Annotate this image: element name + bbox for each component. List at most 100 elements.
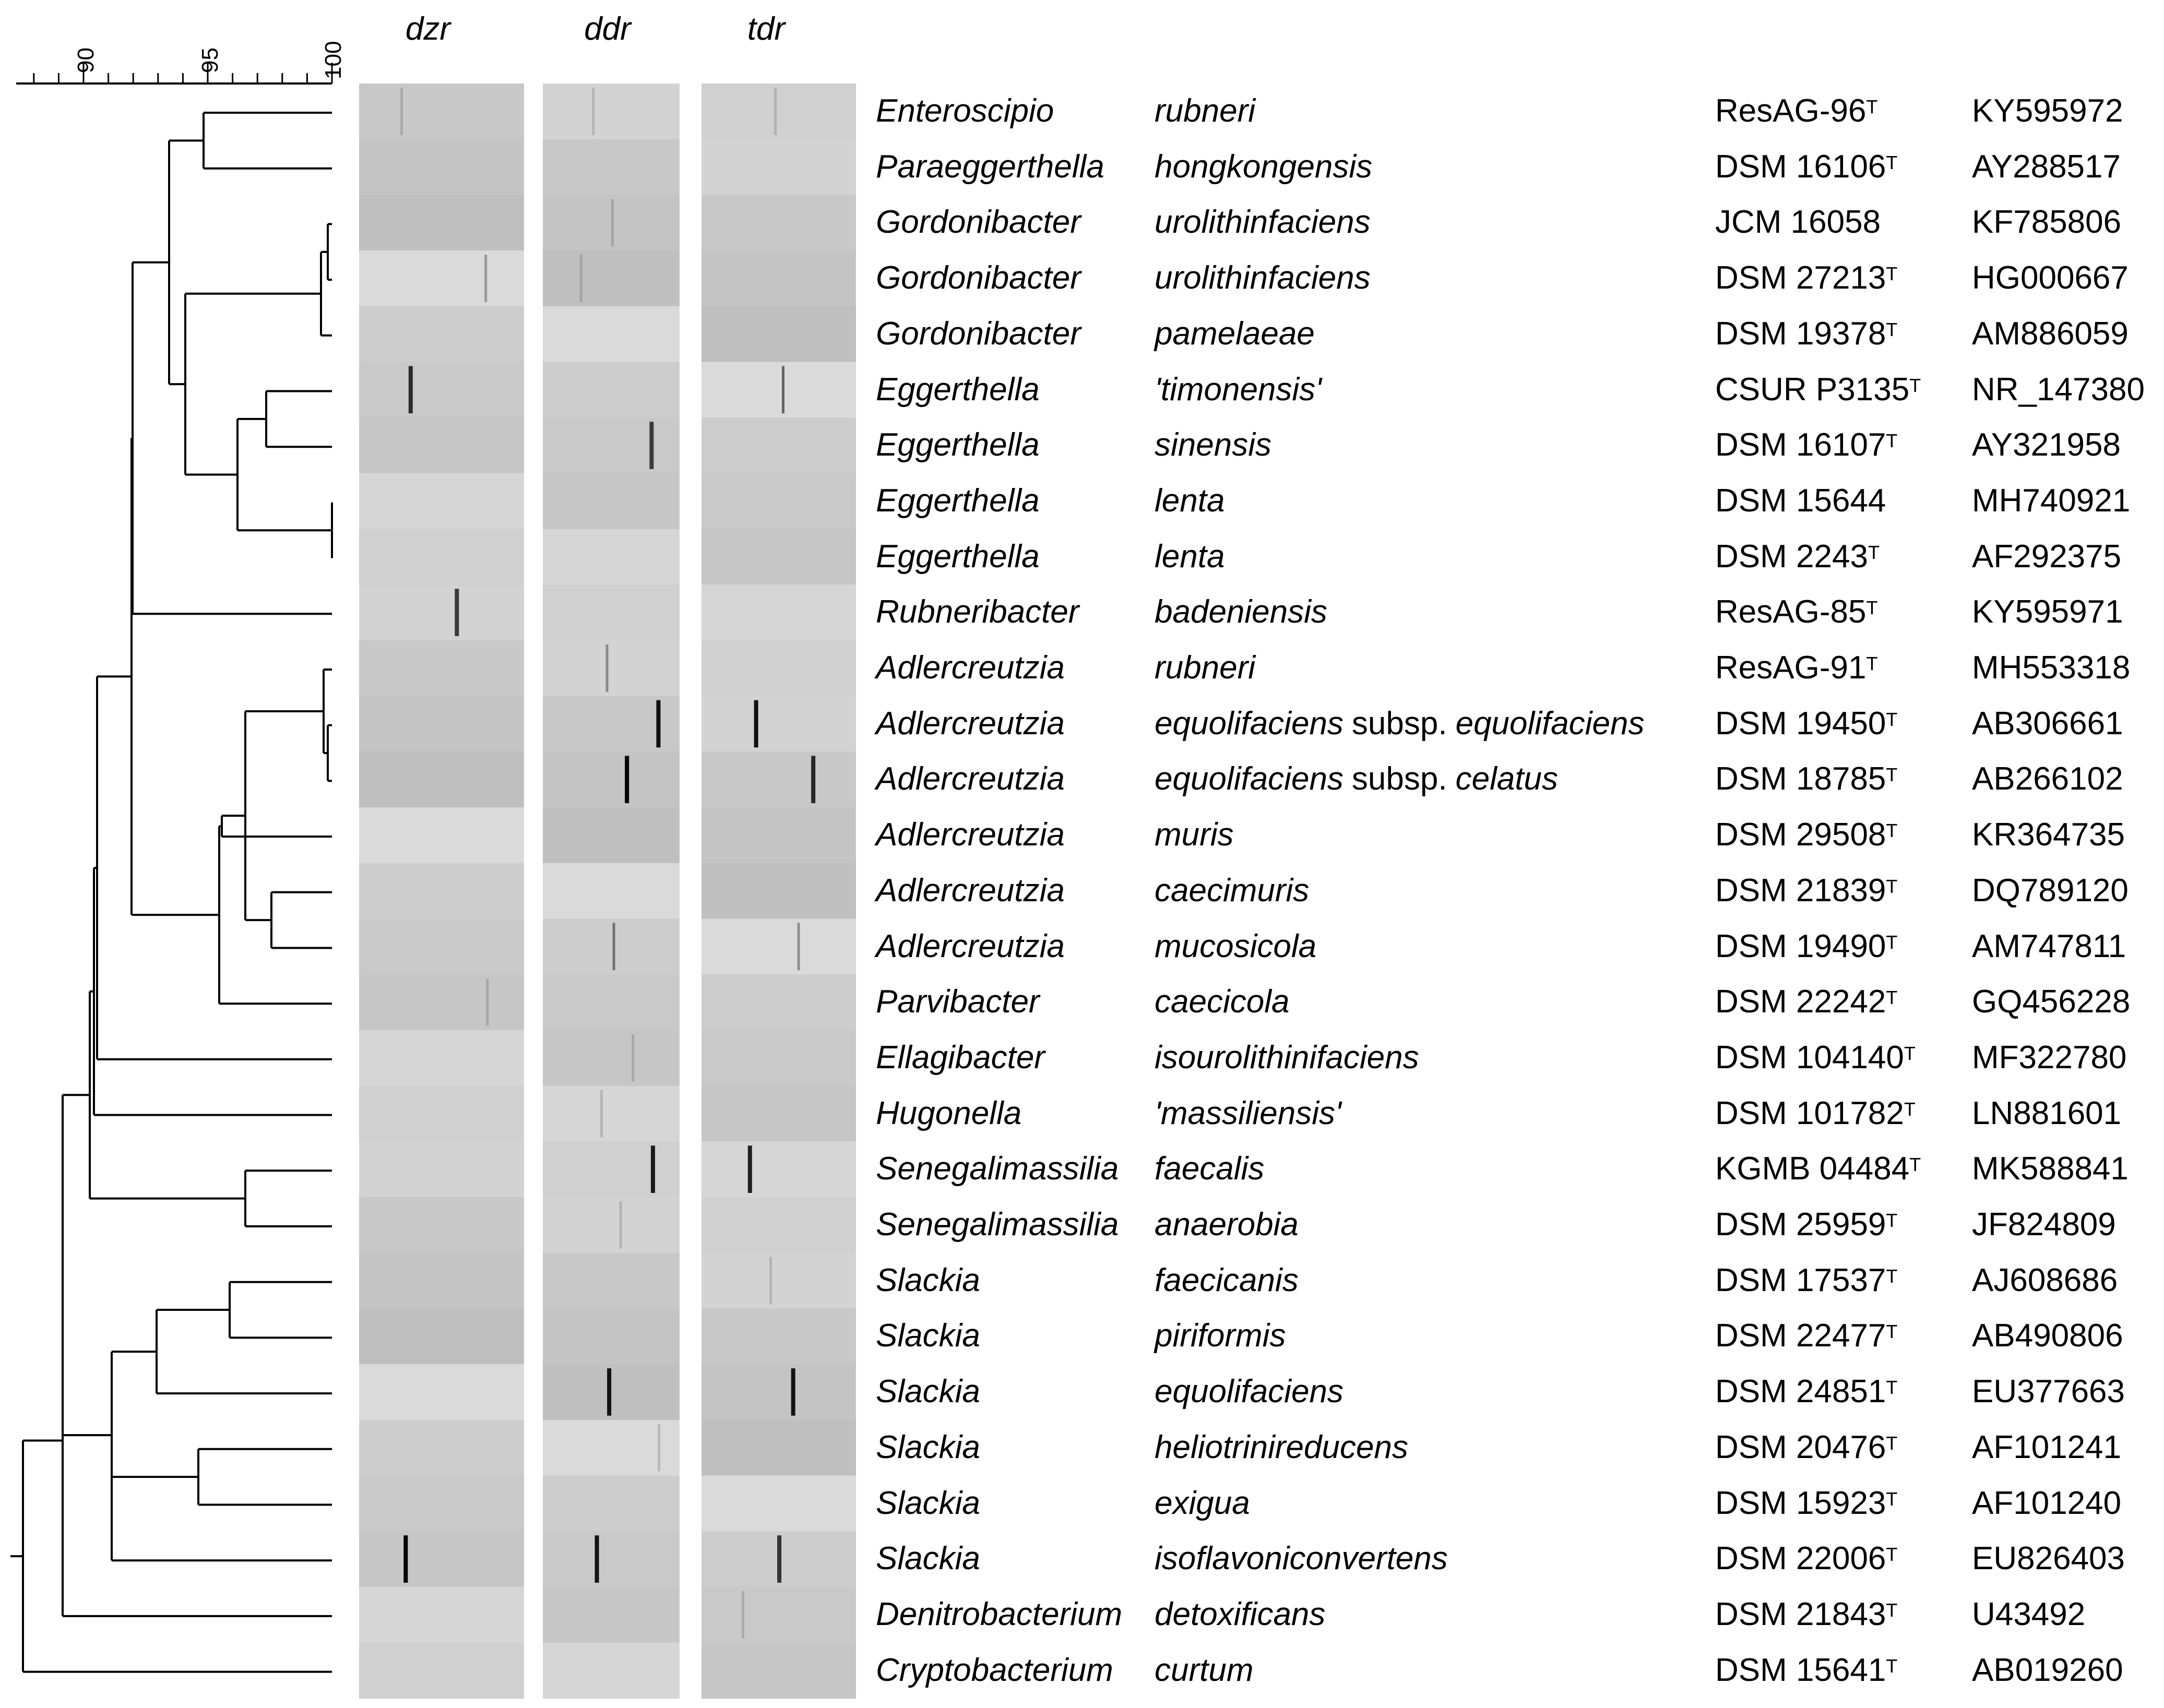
taxon-genus: Senegalimassilia bbox=[876, 1151, 1119, 1187]
strain-designation: DSM 104140T bbox=[1715, 1035, 1916, 1080]
lane-dzr-cell bbox=[359, 863, 524, 919]
lane-dzr-cell bbox=[359, 1531, 524, 1587]
lane-ddr-cell bbox=[543, 362, 680, 419]
taxon-row: Gordonibacter urolithinfaciens JCM 16058 KF… bbox=[0, 195, 2164, 250]
species-epithet: lenta bbox=[1155, 538, 1225, 575]
accession-number: AM747811 bbox=[1972, 928, 2126, 964]
type-strain-mark: T bbox=[1886, 263, 1898, 285]
lane-tdr-cell bbox=[701, 473, 856, 530]
type-strain-mark: T bbox=[1886, 708, 1898, 730]
type-strain-mark: T bbox=[1866, 96, 1878, 117]
band-ddr bbox=[605, 644, 609, 692]
lane-ddr-cell bbox=[543, 1531, 680, 1587]
accession-number: AB019260 bbox=[1972, 1652, 2123, 1688]
strain-id: DSM 18785 bbox=[1715, 761, 1886, 797]
type-strain-mark: T bbox=[1886, 1599, 1898, 1621]
species-epithet: exigua bbox=[1155, 1485, 1250, 1521]
species-epithet: detoxificans bbox=[1155, 1596, 1326, 1632]
lane-tdr-cell bbox=[701, 1141, 856, 1198]
type-strain-mark: T bbox=[1866, 597, 1878, 619]
taxon-species: piriformis bbox=[1155, 1313, 1286, 1358]
strain-designation: CSUR P3135T bbox=[1715, 367, 1921, 412]
similarity-scale bbox=[16, 63, 333, 85]
taxon-row: Slackia exigua DSM 15923T AF101240 bbox=[0, 1476, 2164, 1531]
type-strain-mark: T bbox=[1886, 1655, 1898, 1677]
type-strain-mark: T bbox=[1909, 374, 1921, 396]
strain-id: DSM 29508 bbox=[1715, 817, 1886, 853]
type-strain-mark: T bbox=[1904, 1042, 1916, 1064]
taxon-species: hongkongensis bbox=[1155, 145, 1372, 189]
subspecies-epithet: equolifaciens bbox=[1455, 705, 1645, 742]
strain-designation: JCM 16058 bbox=[1715, 200, 1881, 245]
band-ddr bbox=[632, 1034, 635, 1082]
lane-ddr-cell bbox=[543, 807, 680, 864]
taxon-species: faecalis bbox=[1155, 1146, 1264, 1191]
lane-ddr-cell bbox=[543, 250, 680, 307]
type-strain-mark: T bbox=[1886, 1488, 1898, 1510]
lane-ddr-cell bbox=[543, 529, 680, 586]
lane-dzr-cell bbox=[359, 139, 524, 196]
taxon-row: Enteroscipio rubneri ResAG-96T KY595972 bbox=[0, 83, 2164, 139]
species-epithet: piriformis bbox=[1155, 1318, 1286, 1354]
strain-id: DSM 16107 bbox=[1715, 427, 1886, 463]
accession-number: AF101240 bbox=[1972, 1485, 2122, 1521]
gene-header-tdr: tdr bbox=[747, 11, 786, 47]
species-epithet: curtum bbox=[1155, 1652, 1254, 1688]
taxon-genus: Enteroscipio bbox=[876, 93, 1054, 129]
taxon-row: Adlercreutzia muris DSM 29508T KR364735 bbox=[0, 807, 2164, 863]
taxon-genus: Slackia bbox=[876, 1429, 980, 1465]
lane-ddr-cell bbox=[543, 974, 680, 1031]
accession-number: AB306661 bbox=[1972, 705, 2123, 742]
lane-ddr-cell bbox=[543, 195, 680, 252]
lane-ddr-cell bbox=[543, 1308, 680, 1365]
lane-ddr-cell bbox=[543, 1475, 680, 1532]
lane-tdr-cell bbox=[701, 83, 856, 140]
taxon-row: Adlercreutzia equolifaciens subsp. equolifa… bbox=[0, 696, 2164, 751]
lane-dzr-cell bbox=[359, 1085, 524, 1142]
band-tdr bbox=[797, 923, 800, 971]
strain-designation: DSM 15644 bbox=[1715, 479, 1886, 523]
species-epithet: pamelaeae bbox=[1155, 315, 1315, 352]
species-epithet: urolithinfaciens bbox=[1155, 260, 1371, 296]
species-epithet: 'massiliensis' bbox=[1155, 1095, 1341, 1131]
type-strain-mark: T bbox=[1886, 1265, 1898, 1287]
strain-id: DSM 15641 bbox=[1715, 1652, 1886, 1688]
species-epithet: rubneri bbox=[1155, 93, 1255, 129]
taxon-genus: Gordonibacter bbox=[876, 204, 1081, 241]
type-strain-mark: T bbox=[1886, 1321, 1898, 1343]
accession-number: NR_147380 bbox=[1972, 371, 2145, 408]
band-ddr bbox=[656, 700, 661, 748]
taxon-species: urolithinfaciens bbox=[1155, 256, 1371, 301]
type-strain-mark: T bbox=[1886, 1210, 1898, 1231]
taxon-row: Adlercreutzia caecimuris DSM 21839T DQ78912… bbox=[0, 863, 2164, 918]
taxon-species: faecicanis bbox=[1155, 1258, 1299, 1303]
taxon-species: detoxificans bbox=[1155, 1592, 1325, 1637]
species-epithet: heliotrinireducens bbox=[1155, 1429, 1408, 1465]
lane-tdr-cell bbox=[701, 1197, 856, 1253]
lane-tdr-cell bbox=[701, 918, 856, 975]
species-epithet: muris bbox=[1155, 817, 1234, 853]
strain-id: DSM 17537 bbox=[1715, 1262, 1886, 1298]
band-dzr bbox=[484, 255, 488, 302]
lane-ddr-cell bbox=[543, 1141, 680, 1198]
band-ddr bbox=[579, 255, 582, 302]
taxon-row: Eggerthella sinensis DSM 16107T AY321958 bbox=[0, 417, 2164, 473]
lane-dzr-cell bbox=[359, 417, 524, 474]
taxon-genus: Slackia bbox=[876, 1540, 980, 1577]
strain-id: JCM 16058 bbox=[1715, 204, 1881, 241]
band-dzr bbox=[455, 589, 459, 636]
taxon-genus: Adlercreutzia bbox=[876, 817, 1065, 853]
type-strain-mark: T bbox=[1886, 430, 1898, 452]
taxon-genus: Slackia bbox=[876, 1485, 980, 1521]
strain-designation: DSM 19490T bbox=[1715, 924, 1897, 969]
lane-ddr-cell bbox=[543, 584, 680, 641]
lane-dzr-cell bbox=[359, 83, 524, 140]
taxon-row: Ellagibacter isourolithinifaciens DSM 1041… bbox=[0, 1030, 2164, 1085]
taxon-species: isourolithinifaciens bbox=[1155, 1035, 1419, 1080]
strain-id: DSM 20476 bbox=[1715, 1429, 1886, 1465]
band-ddr bbox=[600, 1090, 603, 1138]
taxon-genus: Adlercreutzia bbox=[876, 761, 1065, 797]
species-epithet: badeniensis bbox=[1155, 594, 1327, 630]
